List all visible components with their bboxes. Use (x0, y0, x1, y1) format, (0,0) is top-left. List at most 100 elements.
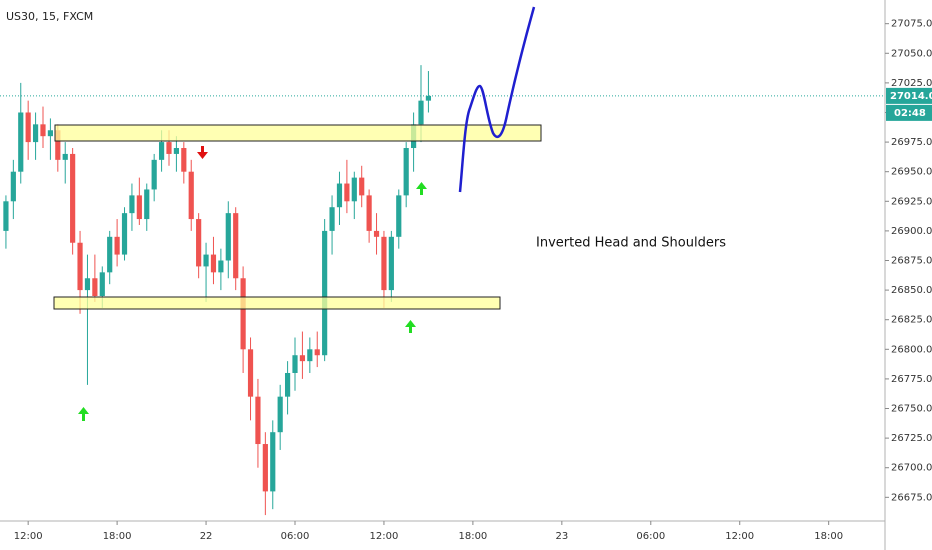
y-tick-label: 27050.00 (891, 48, 932, 59)
candle-body (277, 396, 283, 433)
y-tick-label: 26750.00 (891, 404, 932, 415)
axes: 26675.00 26700.00 26725.00 26750.00 26775.00… (14, 19, 932, 542)
candle-body (218, 260, 224, 273)
candle-body (292, 355, 298, 373)
arrow-up (78, 407, 89, 421)
y-tick-label: 26800.00 (891, 344, 932, 355)
candle-body (144, 189, 150, 220)
candle-body (32, 124, 39, 143)
x-tick-label: 06:00 (281, 531, 310, 542)
y-tick-label: 27025.00 (891, 78, 932, 89)
last-price-label: 27014.02 (890, 91, 932, 102)
x-tick-label: 12:00 (370, 531, 399, 542)
candle-body (92, 278, 98, 297)
last-price-tag (886, 87, 932, 104)
candle-body (47, 130, 53, 137)
x-tick-label: 12:00 (14, 531, 43, 542)
candle-body (62, 153, 68, 160)
candle-body (114, 236, 120, 255)
arrow-up (416, 182, 427, 195)
candle-body (55, 130, 61, 160)
candle-body (314, 349, 320, 356)
candle-body (247, 349, 254, 397)
candle-body (3, 201, 9, 231)
y-tick-label: 26950.00 (891, 167, 932, 178)
candle-body (107, 236, 113, 273)
candle-body (284, 372, 291, 397)
candle-body (270, 432, 276, 492)
candle-body (299, 355, 306, 362)
y-tick-label: 26700.00 (891, 463, 932, 474)
y-tick-label: 26850.00 (891, 285, 932, 296)
arrow-down (197, 146, 208, 159)
resistance-zone (54, 124, 542, 142)
candle-body (359, 177, 365, 196)
candle-body (173, 148, 180, 154)
candle-body (373, 230, 380, 237)
candle-body (344, 183, 350, 202)
candle-body (381, 236, 387, 291)
x-tick-label: 18:00 (103, 531, 132, 542)
candle-body (70, 153, 76, 243)
candle-body (233, 213, 239, 279)
y-tick-label: 26900.00 (891, 226, 932, 237)
countdown-tag (886, 104, 932, 121)
candle-body (99, 272, 105, 297)
x-tick-label: 18:00 (814, 531, 843, 542)
candle-body (77, 242, 83, 291)
arrow-up (405, 320, 416, 333)
y-tick-label: 26675.00 (891, 492, 932, 503)
candle-body (255, 396, 261, 445)
support-zone (53, 296, 501, 310)
candle-body (351, 177, 357, 202)
candle-body (388, 236, 394, 291)
candle-body (225, 213, 231, 261)
candle-body (151, 159, 157, 190)
projection-line (458, 6, 536, 193)
candle-body (240, 278, 246, 350)
candle-body (203, 254, 209, 267)
x-tick-label: 18:00 (458, 531, 487, 542)
x-tick-label: 22 (200, 531, 213, 542)
candle-body (322, 230, 328, 356)
x-tick-label: 12:00 (725, 531, 754, 542)
candle-body (25, 112, 31, 143)
candle-body (210, 254, 217, 273)
countdown-label: 02:48 (894, 108, 926, 119)
y-tick-label: 27075.00 (891, 19, 932, 30)
candle-body (196, 219, 202, 267)
candle-body (262, 444, 268, 492)
candle-body (329, 207, 335, 231)
candle-body (40, 124, 46, 137)
candle-body (166, 142, 172, 154)
candle-body (188, 171, 194, 220)
candle-body (403, 148, 409, 196)
y-tick-label: 26975.00 (891, 137, 932, 148)
candle-body (396, 195, 402, 237)
y-tick-label: 26825.00 (891, 315, 932, 326)
candle-body (18, 112, 24, 172)
candle-body (366, 195, 372, 231)
y-tick-label: 26875.00 (891, 256, 932, 267)
symbol-label: US30, 15, FXCM (6, 10, 93, 23)
candle-body (336, 183, 343, 208)
candle-body (121, 213, 128, 255)
candle-body (129, 195, 135, 214)
candle-body (136, 195, 142, 220)
candle-body (307, 349, 313, 362)
y-tick-label: 26925.00 (891, 196, 932, 207)
candle-body (158, 142, 165, 160)
candle-body (181, 148, 187, 172)
candle-body (425, 95, 432, 101)
y-tick-label: 26775.00 (891, 374, 932, 385)
x-tick-label: 23 (555, 531, 568, 542)
x-tick-label: 06:00 (636, 531, 665, 542)
pattern-label: Inverted Head and Shoulders (536, 236, 726, 251)
y-tick-label: 26725.00 (891, 433, 932, 444)
candle-body (84, 278, 91, 291)
candle-body (10, 171, 16, 202)
candle-body (418, 100, 424, 125)
